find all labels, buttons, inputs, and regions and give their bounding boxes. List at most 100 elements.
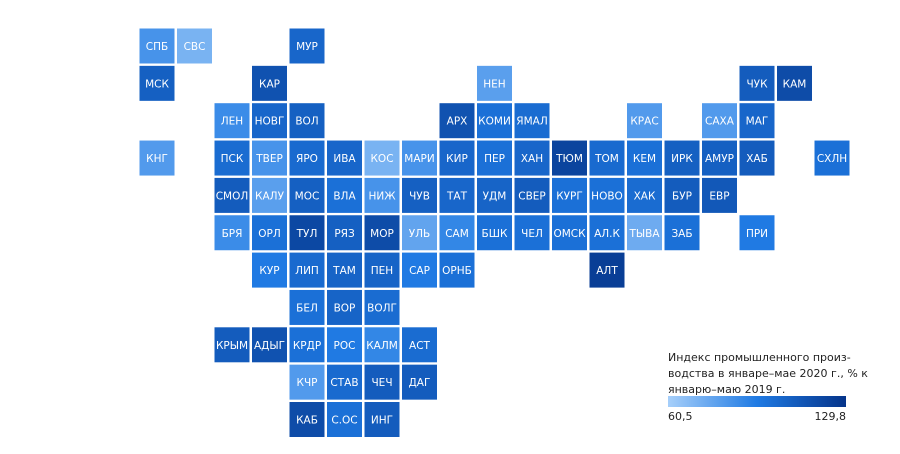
region-label: МАГ bbox=[746, 116, 769, 128]
region-tile bbox=[514, 140, 550, 176]
region-label: ТАТ bbox=[446, 190, 468, 202]
region-label: КНГ bbox=[146, 153, 168, 165]
region-label: УДМ bbox=[483, 190, 507, 202]
region-label: С.ОС bbox=[331, 415, 357, 427]
region-tile bbox=[252, 215, 287, 251]
region-label: ПСК bbox=[221, 153, 244, 165]
region-label: ПЕН bbox=[371, 265, 393, 277]
region-tile bbox=[289, 402, 325, 437]
region-label: ЕВР bbox=[709, 190, 729, 202]
legend: Индекс промышленного произ- водства в ян… bbox=[668, 351, 868, 423]
region-label: ХАН bbox=[521, 153, 543, 165]
region-label: ЛИП bbox=[295, 265, 319, 277]
region-tile bbox=[289, 215, 325, 251]
region-label: ТАМ bbox=[332, 265, 356, 277]
region-tile bbox=[364, 140, 400, 176]
region-tile bbox=[327, 177, 362, 213]
region-label: КЕМ bbox=[633, 153, 656, 165]
region-tile bbox=[439, 252, 475, 288]
region-tile bbox=[327, 252, 362, 288]
region-label: АСТ bbox=[409, 340, 431, 352]
region-label: ЯМАЛ bbox=[516, 116, 547, 128]
legend-title: январю–маю 2019 г. bbox=[668, 383, 785, 396]
region-label: ТЫВА bbox=[628, 228, 660, 240]
region-tile bbox=[814, 140, 850, 176]
legend-min: 60,5 bbox=[668, 410, 693, 423]
region-tile bbox=[552, 177, 587, 213]
tiles: СПБ СВС МУР МСК КАР НЕН ЧУК КАМ ЛЕН НОВГ ВОЛ АРХ КОМ… bbox=[139, 28, 850, 437]
region-label: КЧР bbox=[297, 377, 318, 389]
region-tile bbox=[252, 252, 287, 288]
region-tile bbox=[627, 215, 662, 251]
region-tile bbox=[289, 28, 325, 64]
region-label: ВОЛ bbox=[295, 116, 318, 128]
region-label: ВОР bbox=[334, 302, 356, 314]
region-label: КАР bbox=[259, 78, 280, 90]
region-tile bbox=[777, 65, 812, 101]
region-label: КРАС bbox=[630, 116, 658, 128]
region-label: БШК bbox=[482, 228, 508, 240]
region-tile bbox=[739, 215, 775, 251]
region-tile bbox=[739, 103, 775, 139]
region-tile bbox=[327, 327, 362, 363]
region-tile bbox=[402, 215, 437, 251]
region-tile bbox=[327, 364, 362, 400]
region-tile bbox=[402, 364, 437, 400]
region-label: РОС bbox=[334, 340, 356, 352]
region-label: СХЛН bbox=[817, 153, 847, 165]
region-tile bbox=[477, 215, 512, 251]
region-label: ПЕР bbox=[484, 153, 505, 165]
region-tile bbox=[477, 65, 512, 101]
region-tile bbox=[739, 140, 775, 176]
region-label: ИНГ bbox=[371, 415, 393, 427]
region-label: КАЛМ bbox=[366, 340, 398, 352]
region-tile bbox=[477, 103, 512, 139]
region-label: ТУЛ bbox=[296, 228, 318, 240]
region-label: ЧЕЧ bbox=[371, 377, 392, 389]
region-tile bbox=[289, 327, 325, 363]
region-tile bbox=[702, 103, 737, 139]
region-tile bbox=[402, 327, 437, 363]
region-tile bbox=[664, 215, 700, 251]
region-label: КАБ bbox=[296, 415, 318, 427]
region-label: НИЖ bbox=[368, 190, 396, 202]
region-tile bbox=[214, 103, 250, 139]
region-label: КОМИ bbox=[478, 116, 511, 128]
region-tile bbox=[252, 103, 287, 139]
region-tile bbox=[139, 65, 175, 101]
region-tile bbox=[327, 215, 362, 251]
region-tile bbox=[289, 252, 325, 288]
region-tile bbox=[702, 140, 737, 176]
region-label: СВЕР bbox=[518, 190, 546, 202]
region-label: СМОЛ bbox=[216, 190, 249, 202]
region-label: КРДР bbox=[293, 340, 321, 352]
region-tile bbox=[702, 177, 737, 213]
region-label: ТЮМ bbox=[555, 153, 583, 165]
region-tile bbox=[289, 140, 325, 176]
region-tile bbox=[627, 177, 662, 213]
region-label: СТАВ bbox=[330, 377, 358, 389]
region-label: ТВЕР bbox=[255, 153, 283, 165]
region-label: КАЛУ bbox=[255, 190, 285, 202]
region-label: ЯРО bbox=[296, 153, 318, 165]
region-tile bbox=[214, 215, 250, 251]
region-label: САР bbox=[409, 265, 430, 277]
region-tile bbox=[139, 140, 175, 176]
region-label: СВС bbox=[184, 41, 206, 53]
region-label: ПРИ bbox=[746, 228, 768, 240]
region-tile bbox=[214, 140, 250, 176]
region-label: БЕЛ bbox=[296, 302, 318, 314]
region-tile bbox=[289, 177, 325, 213]
region-label: АДЫГ bbox=[254, 340, 285, 352]
region-tile bbox=[364, 252, 400, 288]
region-label: ЧУК bbox=[746, 78, 768, 90]
region-tile bbox=[252, 65, 287, 101]
region-label: ХАБ bbox=[746, 153, 768, 165]
region-tile bbox=[477, 177, 512, 213]
region-tile bbox=[589, 215, 625, 251]
region-tile bbox=[364, 215, 400, 251]
region-label: БУР bbox=[672, 190, 692, 202]
region-tile bbox=[627, 140, 662, 176]
region-label: АМУР bbox=[705, 153, 734, 165]
